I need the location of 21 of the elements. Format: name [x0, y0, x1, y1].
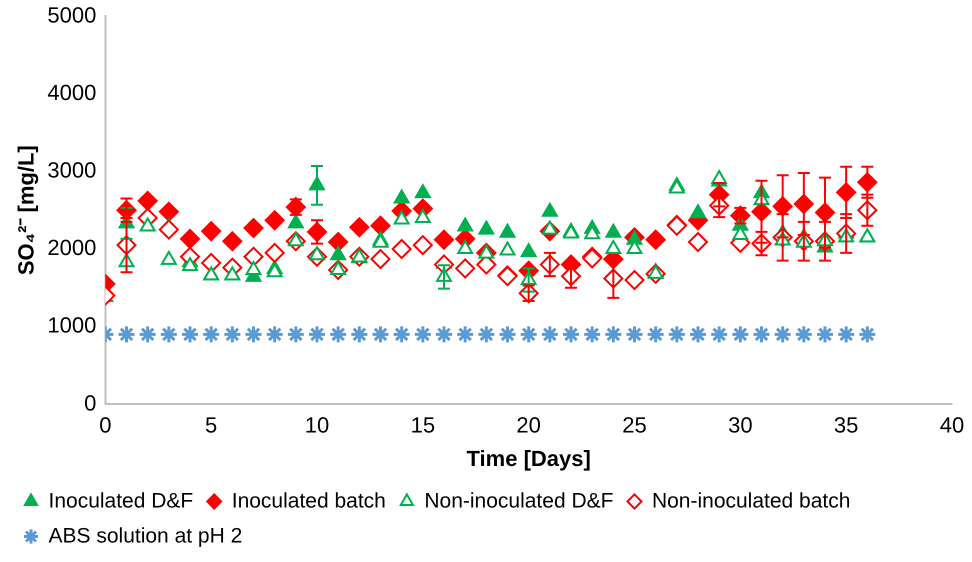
y-tick-label: 5000: [47, 2, 96, 28]
x-tick-label: 35: [834, 412, 858, 438]
y-tick-label: 4000: [47, 80, 96, 105]
y-axis-title: SO₄²⁻ [mg/L]: [13, 145, 38, 276]
legend-label: Inoculated batch: [232, 489, 386, 512]
x-axis-title: Time [Days]: [466, 446, 591, 471]
y-tick-label: 1000: [47, 312, 96, 338]
legend-label: Non-inoculated D&F: [424, 489, 614, 512]
x-tick-label: 15: [410, 412, 436, 438]
y-tick-label: 2000: [47, 235, 96, 260]
y-tick-label: 0: [84, 390, 96, 416]
x-tick-label: 25: [622, 412, 647, 438]
x-tick-label: 5: [205, 412, 218, 438]
x-tick-label: 40: [940, 412, 964, 438]
legend-label: Inoculated D&F: [48, 489, 194, 512]
legend-label: Non-inoculated batch: [652, 489, 850, 512]
legend-label: ABS solution at pH 2: [48, 524, 242, 548]
x-tick-label: 10: [304, 412, 330, 438]
x-tick-label: 20: [516, 412, 541, 438]
y-tick-label: 3000: [47, 157, 96, 182]
x-tick-label: 30: [728, 412, 753, 438]
